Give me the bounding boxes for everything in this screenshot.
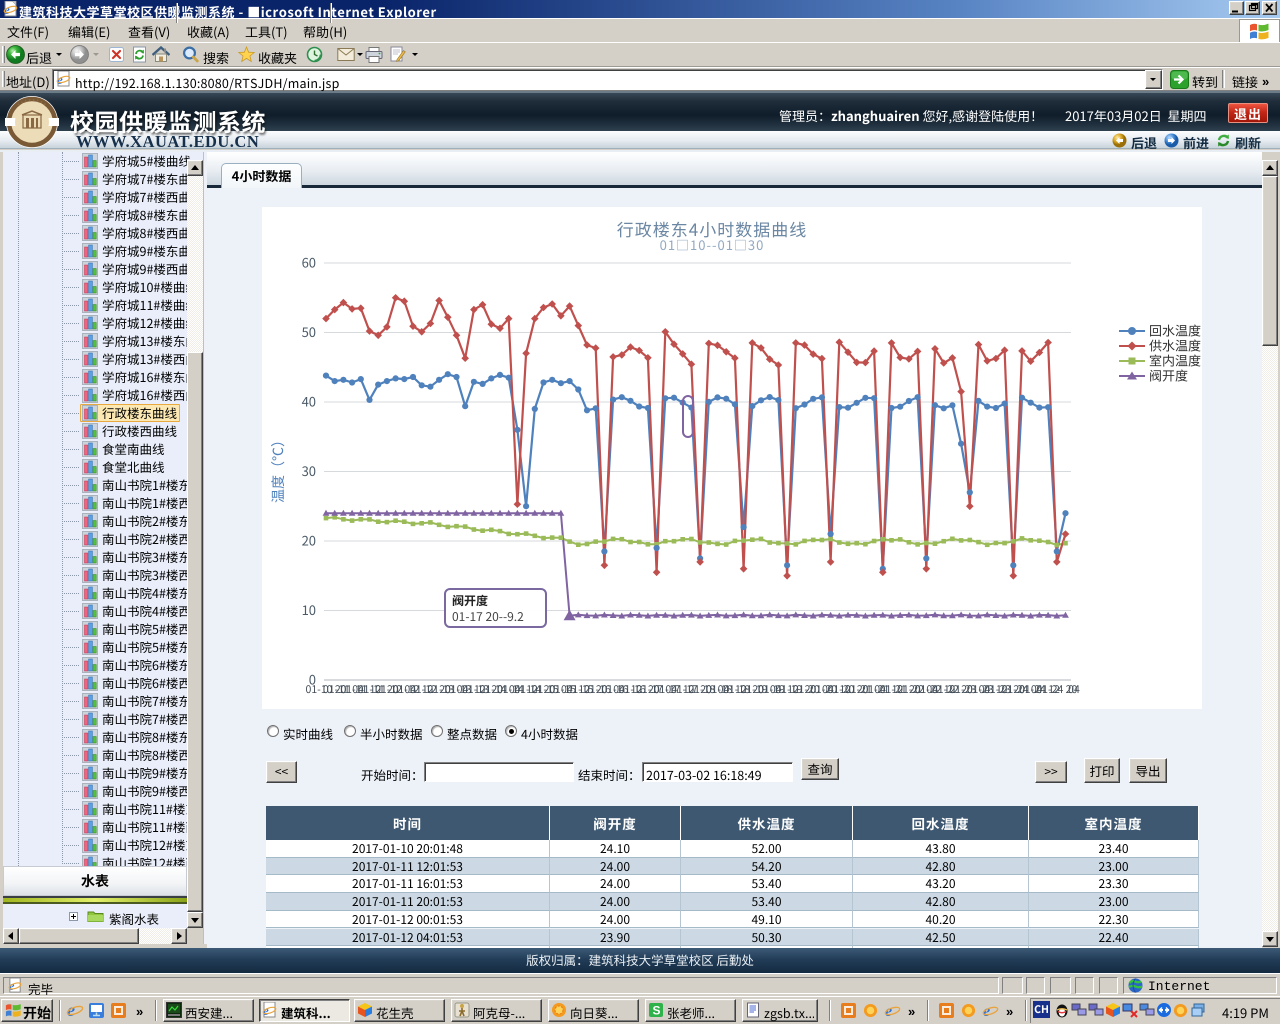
svg-text:0: 0 bbox=[309, 670, 316, 689]
svg-text:e: e bbox=[885, 1003, 892, 1019]
svg-text:01-21 04: 01-21 04 bbox=[845, 682, 886, 697]
svg-text:01-18 04: 01-18 04 bbox=[688, 682, 729, 697]
svg-text:01-18 12: 01-18 12 bbox=[706, 682, 747, 697]
svg-text:01-22 12: 01-22 12 bbox=[915, 682, 956, 697]
svg-text:01-23 20: 01-23 20 bbox=[984, 682, 1025, 697]
svg-text:01-19 20: 01-19 20 bbox=[775, 682, 816, 697]
svg-text:01-16 20: 01-16 20 bbox=[619, 682, 660, 697]
svg-text:01-14 20: 01-14 20 bbox=[514, 682, 555, 697]
svg-text:50: 50 bbox=[302, 322, 316, 341]
svg-text:01-19 12: 01-19 12 bbox=[758, 682, 799, 697]
svg-text:01-14 04: 01-14 04 bbox=[480, 682, 521, 697]
svg-text:01-11 20: 01-11 20 bbox=[358, 682, 399, 697]
svg-text:01-22 04: 01-22 04 bbox=[897, 682, 938, 697]
svg-text:01-23 12: 01-23 12 bbox=[967, 682, 1008, 697]
svg-text:40: 40 bbox=[302, 392, 316, 411]
svg-text:01-22 20: 01-22 20 bbox=[932, 682, 973, 697]
svg-text:01-17 04: 01-17 04 bbox=[636, 682, 677, 697]
svg-text:01-11 04: 01-11 04 bbox=[323, 682, 364, 697]
svg-text:60: 60 bbox=[302, 253, 316, 272]
svg-text:01-11 12: 01-11 12 bbox=[340, 682, 381, 697]
svg-text:01-10 20: 01-10 20 bbox=[306, 682, 347, 697]
svg-text:e: e bbox=[983, 1003, 990, 1019]
svg-text:01-15 12: 01-15 12 bbox=[549, 682, 590, 697]
svg-text:01-20 20: 01-20 20 bbox=[828, 682, 869, 697]
svg-text:01-23 04: 01-23 04 bbox=[949, 682, 990, 697]
svg-text:01-21 12: 01-21 12 bbox=[862, 682, 903, 697]
svg-text:供水温度: 供水温度 bbox=[1149, 336, 1201, 355]
svg-text:01-12 12: 01-12 12 bbox=[393, 682, 434, 697]
svg-text:01-24 04: 01-24 04 bbox=[1002, 682, 1043, 697]
svg-text:e: e bbox=[9, 979, 15, 993]
svg-text:e: e bbox=[67, 1001, 75, 1019]
svg-text:04: 04 bbox=[1068, 682, 1080, 697]
svg-text:01-21 20: 01-21 20 bbox=[880, 682, 921, 697]
svg-text:01-16 12: 01-16 12 bbox=[601, 682, 642, 697]
svg-text:01-19 04: 01-19 04 bbox=[741, 682, 782, 697]
svg-text:01-13 20: 01-13 20 bbox=[462, 682, 503, 697]
svg-text:回水温度: 回水温度 bbox=[1149, 321, 1201, 340]
svg-text:01-24 12: 01-24 12 bbox=[1019, 682, 1060, 697]
svg-text:10: 10 bbox=[302, 600, 316, 619]
svg-text:室内温度: 室内温度 bbox=[1149, 351, 1201, 370]
svg-text:e: e bbox=[57, 72, 63, 87]
svg-text:S: S bbox=[653, 1004, 661, 1018]
svg-text:01-13 12: 01-13 12 bbox=[445, 682, 486, 697]
svg-text:01-17 20: 01-17 20 bbox=[671, 682, 712, 697]
svg-text:01-15 04: 01-15 04 bbox=[532, 682, 573, 697]
svg-text:01-12 20: 01-12 20 bbox=[410, 682, 451, 697]
svg-text:01-15 20: 01-15 20 bbox=[567, 682, 608, 697]
svg-text:温度（℃）: 温度（℃） bbox=[268, 433, 288, 503]
svg-text:01-20 12: 01-20 12 bbox=[810, 682, 851, 697]
svg-text:30: 30 bbox=[302, 461, 316, 480]
svg-text:01-24 20: 01-24 20 bbox=[1036, 682, 1077, 697]
svg-text:e: e bbox=[263, 1003, 269, 1018]
svg-text:01-16 04: 01-16 04 bbox=[584, 682, 625, 697]
svg-text:e: e bbox=[4, 2, 10, 17]
svg-text:01-20 04: 01-20 04 bbox=[793, 682, 834, 697]
svg-text:01-14 12: 01-14 12 bbox=[497, 682, 538, 697]
svg-text:20: 20 bbox=[302, 531, 316, 550]
svg-text:01-13 04: 01-13 04 bbox=[427, 682, 468, 697]
svg-text:01-18 20: 01-18 20 bbox=[723, 682, 764, 697]
svg-text:阀开度: 阀开度 bbox=[1149, 366, 1188, 385]
svg-text:01-12 04: 01-12 04 bbox=[375, 682, 416, 697]
svg-text:01-17 12: 01-17 12 bbox=[654, 682, 695, 697]
